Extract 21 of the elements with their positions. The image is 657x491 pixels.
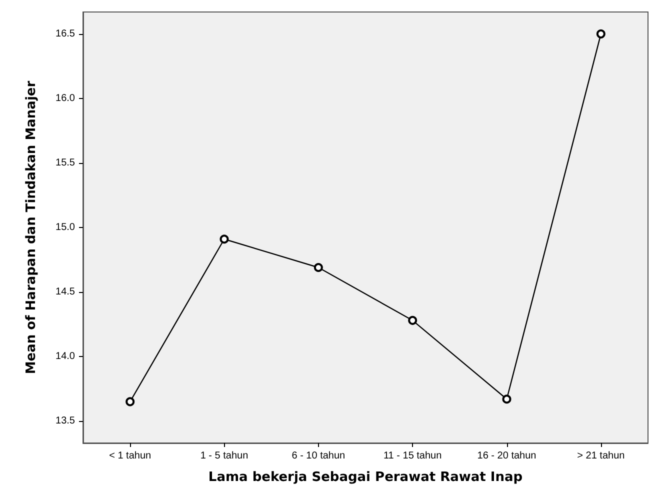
x-tick-label: 1 - 5 tahun [200,450,248,462]
point [408,316,418,325]
point [502,394,512,404]
y-tick-label: 16.0 [56,92,76,104]
x-axis-title: Lama bekerja Sebagai Perawat Rawat Inap [208,470,523,485]
x-tick-label: 6 - 10 tahun [292,450,346,462]
x-tick-label: 11 - 15 tahun [383,450,442,462]
y-tick-label: 14.5 [56,286,76,298]
y-tick-label: 15.5 [56,157,76,168]
point [596,29,606,38]
x-tick-label: < 1 tahun [109,450,152,462]
point [126,397,135,406]
y-tick-label: 14.0 [56,351,76,362]
x-tick-label: 16 - 20 tahun [477,450,536,462]
y-axis-title: Mean of Harapan dan Tindakan Manajer [24,80,39,374]
y-tick-label: 13.5 [56,416,76,427]
point [220,234,229,244]
point [314,263,323,272]
y-tick-label: 16.5 [56,28,76,40]
y-tick-label: 15.0 [56,222,76,233]
x-tick-label: > 21 tahun [577,450,625,462]
